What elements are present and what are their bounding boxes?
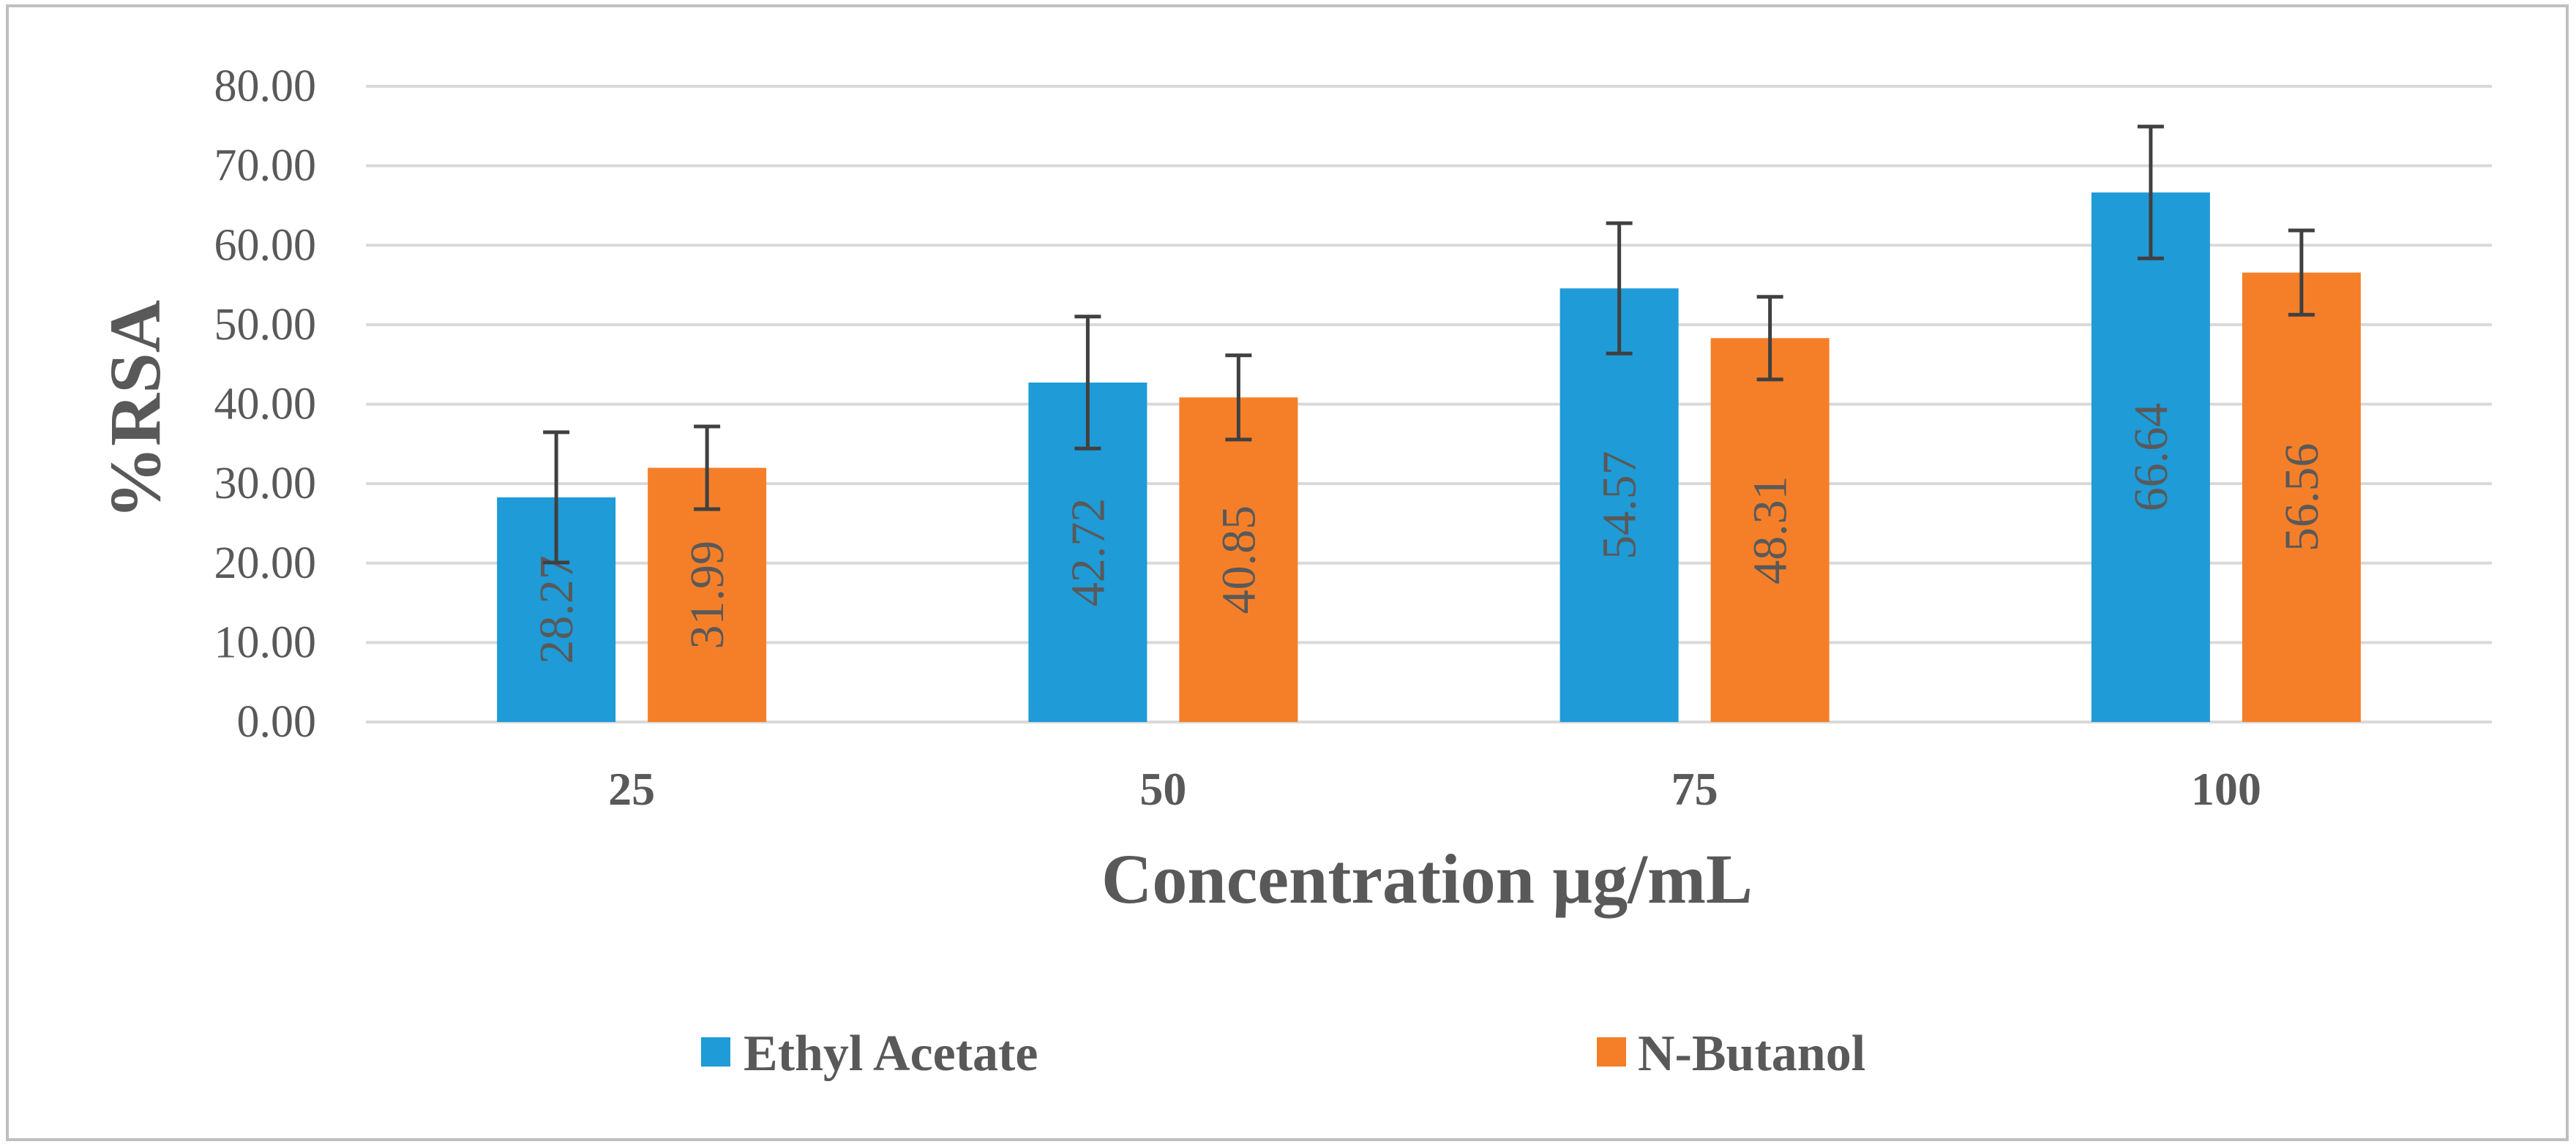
y-tick-label: 30.00 — [214, 459, 317, 508]
error-bar — [694, 424, 721, 511]
error-bar — [1756, 295, 1783, 382]
error-bar — [1225, 353, 1252, 442]
x-tick-label: 100 — [2191, 763, 2261, 815]
y-tick-label: 50.00 — [214, 300, 317, 350]
legend-label-ethyl-acetate: Ethyl Acetate — [744, 1026, 1038, 1082]
y-axis-title: %RSA — [94, 300, 176, 519]
x-axis-ticks: 25 50 75 100 — [608, 763, 2261, 815]
x-tick-label: 50 — [1139, 763, 1186, 815]
x-tick-label: 75 — [1671, 763, 1718, 815]
legend: Ethyl Acetate N-Butanol — [701, 1026, 1865, 1082]
y-tick-label: 20.00 — [214, 538, 317, 588]
y-tick-label: 10.00 — [214, 617, 317, 667]
y-tick-label: 0.00 — [237, 697, 317, 747]
error-bar — [543, 430, 570, 565]
bar-n-butanol-100 — [2242, 272, 2361, 722]
legend-swatch-ethyl-acetate — [701, 1037, 730, 1067]
y-tick-label: 70.00 — [214, 141, 317, 191]
data-label: 42.72 — [1061, 498, 1115, 607]
bar-ethyl-acetate-100 — [2091, 192, 2210, 722]
data-label: 40.85 — [1212, 505, 1265, 614]
bar-n-butanol-75 — [1710, 338, 1830, 722]
data-label: 56.56 — [2275, 443, 2329, 552]
legend-swatch-n-butanol — [1597, 1037, 1626, 1067]
data-label: 28.27 — [530, 555, 583, 664]
error-bar — [2288, 228, 2315, 317]
x-tick-label: 25 — [608, 763, 655, 815]
bar-n-butanol-50 — [1179, 397, 1298, 722]
y-tick-label: 80.00 — [214, 61, 317, 111]
error-bars — [543, 124, 2315, 565]
y-tick-label: 60.00 — [214, 220, 317, 270]
data-label: 66.64 — [2124, 403, 2178, 512]
data-labels: 28.27 31.99 42.72 40.85 54.57 48.31 66.64 56.56 — [530, 403, 2329, 664]
y-axis-ticks: 0.00 10.00 20.00 30.00 40.00 50.00 60.00 70.00 8… — [214, 61, 317, 747]
bar-ethyl-acetate-75 — [1560, 288, 1679, 722]
error-bar — [1606, 221, 1633, 356]
data-label: 54.57 — [1593, 451, 1647, 560]
data-label: 31.99 — [681, 541, 734, 650]
data-label: 48.31 — [1744, 475, 1797, 584]
x-axis-title: Concentration µg/mL — [1101, 840, 1753, 918]
y-tick-label: 40.00 — [214, 380, 317, 429]
error-bar — [2137, 124, 2164, 260]
legend-label-n-butanol: N-Butanol — [1638, 1026, 1865, 1082]
error-bar — [1074, 315, 1101, 451]
